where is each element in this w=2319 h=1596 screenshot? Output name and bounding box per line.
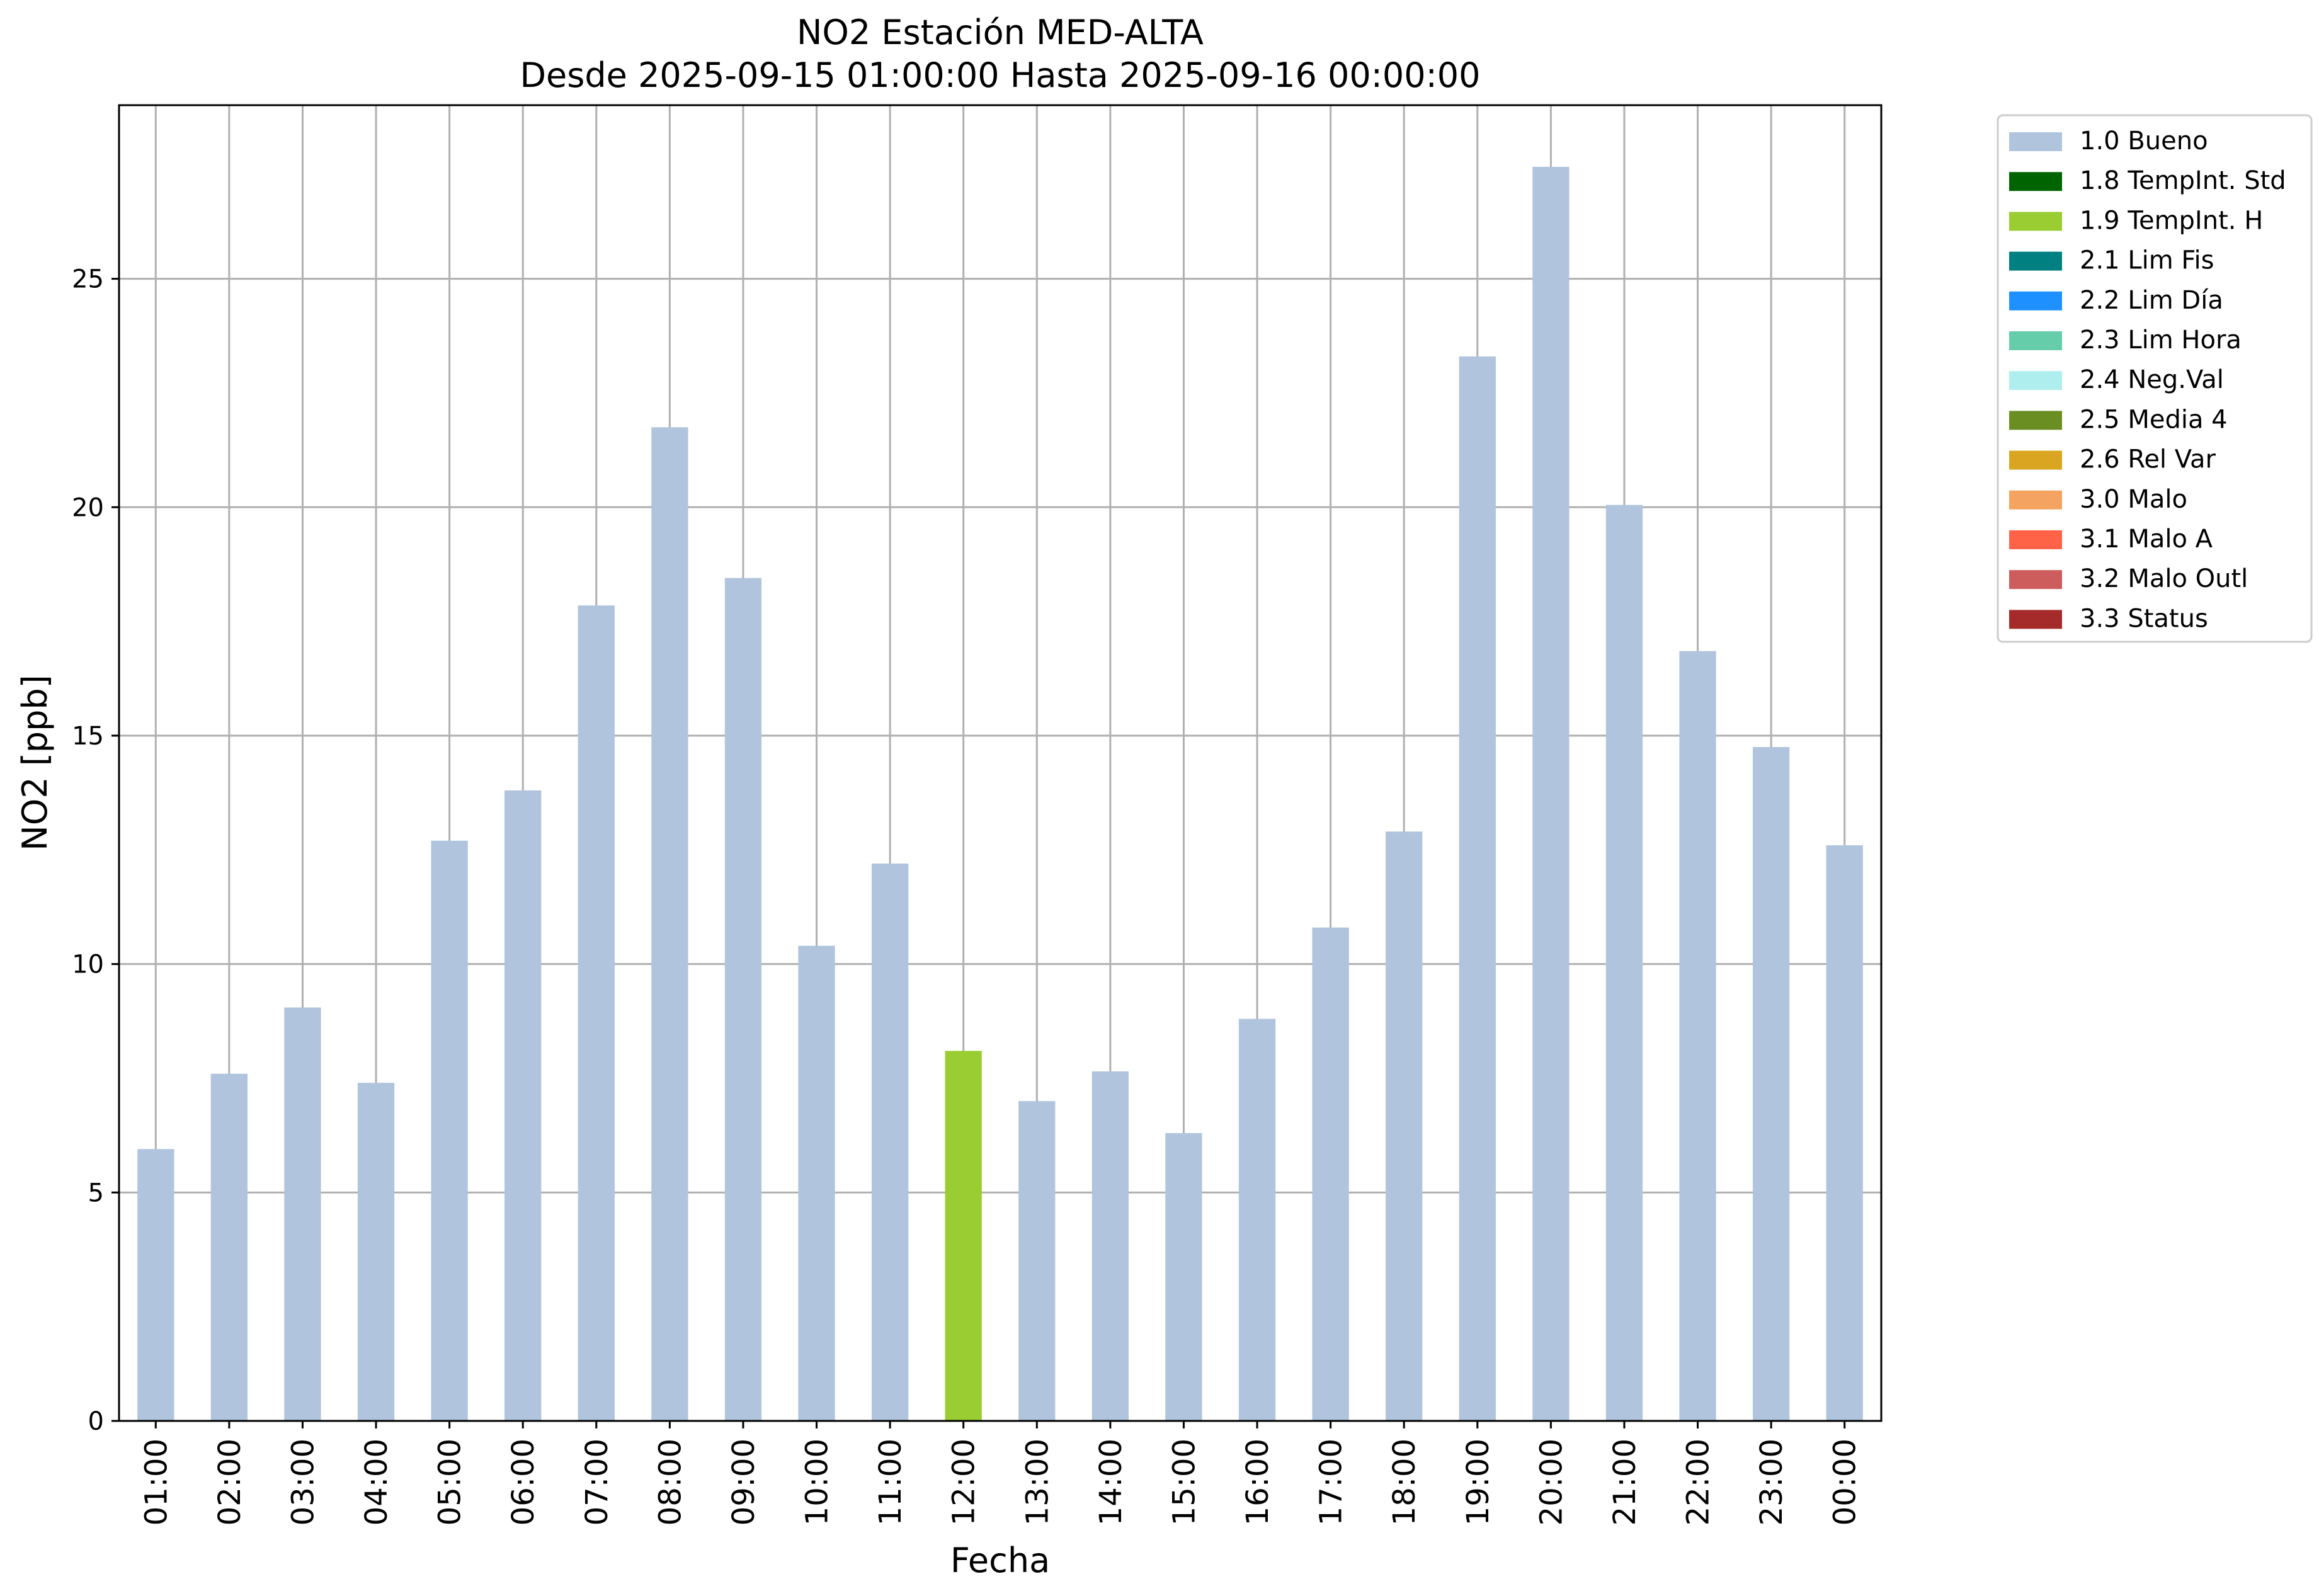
legend-label: 2.4 Neg.Val <box>2080 365 2224 394</box>
bar-00:00 <box>1826 845 1863 1421</box>
x-tick-label: 00:00 <box>1828 1439 1863 1525</box>
x-tick-label: 08:00 <box>652 1439 688 1525</box>
bar-22:00 <box>1679 651 1716 1421</box>
bar-17:00 <box>1312 927 1349 1421</box>
bar-04:00 <box>357 1083 395 1421</box>
x-tick-label: 21:00 <box>1607 1439 1643 1525</box>
legend-label: 2.6 Rel Var <box>2080 445 2216 474</box>
legend-swatch <box>2009 411 2062 430</box>
x-tick-label: 22:00 <box>1681 1439 1716 1525</box>
legend-swatch <box>2009 490 2062 510</box>
y-axis: 0 5 10 15 20 25 <box>72 265 119 1436</box>
legend-swatch <box>2009 132 2062 151</box>
y-tick-label: 25 <box>72 265 104 294</box>
bar-18:00 <box>1386 831 1423 1421</box>
legend-label: 1.9 TempInt. H <box>2080 206 2263 235</box>
bar-07:00 <box>578 605 615 1422</box>
legend: 1.0 Bueno 1.8 TempInt. Std 1.9 TempInt. H 2… <box>1997 114 2313 643</box>
x-tick-label: 23:00 <box>1754 1439 1789 1525</box>
chart-subtitle: Desde 2025-09-15 01:00:00 Hasta 2025-09-… <box>520 55 1480 95</box>
legend-swatch <box>2009 291 2062 311</box>
legend-label: 2.3 Lim Hora <box>2080 326 2242 355</box>
y-tick-label: 20 <box>72 493 104 522</box>
x-tick-label: 10:00 <box>800 1439 835 1525</box>
legend-label: 2.1 Lim Fis <box>2080 246 2214 275</box>
x-tick-label: 09:00 <box>726 1439 761 1525</box>
legend-frame <box>1997 114 2313 643</box>
y-tick-label: 10 <box>72 950 104 979</box>
bar-14:00 <box>1091 1071 1129 1421</box>
y-axis-label: NO2 [ppb] <box>15 675 55 850</box>
legend-swatch <box>2009 251 2062 271</box>
x-tick-label: 01:00 <box>139 1439 174 1525</box>
legend-label: 3.3 Status <box>2080 604 2208 633</box>
bar-16:00 <box>1238 1018 1276 1421</box>
bar-23:00 <box>1752 747 1790 1421</box>
bar-02:00 <box>210 1073 248 1421</box>
legend-label: 3.0 Malo <box>2080 485 2187 514</box>
legend-swatch <box>2009 331 2062 350</box>
bar-05:00 <box>431 840 468 1421</box>
bars <box>137 166 1863 1422</box>
x-tick-label: 17:00 <box>1314 1439 1349 1525</box>
legend-label: 3.2 Malo Outl <box>2080 564 2248 593</box>
bar-15:00 <box>1165 1133 1202 1421</box>
x-tick-label: 15:00 <box>1166 1439 1202 1525</box>
bar-10:00 <box>798 945 835 1421</box>
y-tick-label: 15 <box>72 722 104 751</box>
x-tick-label: 06:00 <box>506 1439 541 1525</box>
x-tick-label: 20:00 <box>1534 1439 1569 1525</box>
legend-swatch <box>2009 212 2062 231</box>
x-tick-label: 03:00 <box>285 1439 321 1525</box>
plot-frame <box>118 104 1883 1422</box>
bar-21:00 <box>1605 504 1643 1421</box>
bar-08:00 <box>651 427 688 1421</box>
legend-label: 1.8 TempInt. Std <box>2080 166 2286 195</box>
legend-swatch <box>2009 610 2062 629</box>
chart-title: NO2 Estación MED-ALTA <box>797 13 1204 52</box>
legend-label: 2.2 Lim Día <box>2080 286 2223 315</box>
x-tick-label: 07:00 <box>579 1439 615 1525</box>
x-tick-label: 13:00 <box>1020 1439 1055 1525</box>
legend-swatch <box>2009 172 2062 191</box>
y-tick-label: 5 <box>88 1178 104 1207</box>
bar-20:00 <box>1532 166 1570 1421</box>
legend-swatch <box>2009 570 2062 590</box>
bar-01:00 <box>137 1149 174 1421</box>
bar-03:00 <box>284 1007 321 1421</box>
x-axis-label: Fecha <box>950 1541 1050 1580</box>
x-tick-label: 19:00 <box>1461 1439 1496 1525</box>
x-tick-label: 04:00 <box>359 1439 394 1525</box>
x-tick-label: 02:00 <box>212 1439 248 1525</box>
bar-11:00 <box>871 864 909 1421</box>
y-tick-label: 0 <box>88 1407 104 1436</box>
legend-swatch <box>2009 450 2062 470</box>
x-tick-label: 16:00 <box>1240 1439 1275 1525</box>
legend-swatch <box>2009 371 2062 390</box>
x-tick-label: 18:00 <box>1387 1439 1422 1525</box>
x-tick-label: 12:00 <box>947 1439 982 1525</box>
x-tick-label: 05:00 <box>433 1439 468 1525</box>
bar-13:00 <box>1018 1101 1056 1421</box>
legend-label: 1.0 Bueno <box>2080 127 2208 156</box>
x-tick-label: 11:00 <box>873 1439 908 1525</box>
bar-12:00 <box>945 1051 982 1421</box>
legend-label: 3.1 Malo A <box>2080 525 2213 554</box>
legend-swatch <box>2009 530 2062 549</box>
x-axis: 01:00 02:00 03:00 04:00 05:00 06:00 07:00 08:00… <box>139 1421 1863 1525</box>
bar-06:00 <box>504 790 542 1421</box>
bar-09:00 <box>724 578 762 1421</box>
legend-label: 2.5 Media 4 <box>2080 405 2228 434</box>
bar-19:00 <box>1459 356 1496 1422</box>
x-tick-label: 14:00 <box>1093 1439 1129 1525</box>
